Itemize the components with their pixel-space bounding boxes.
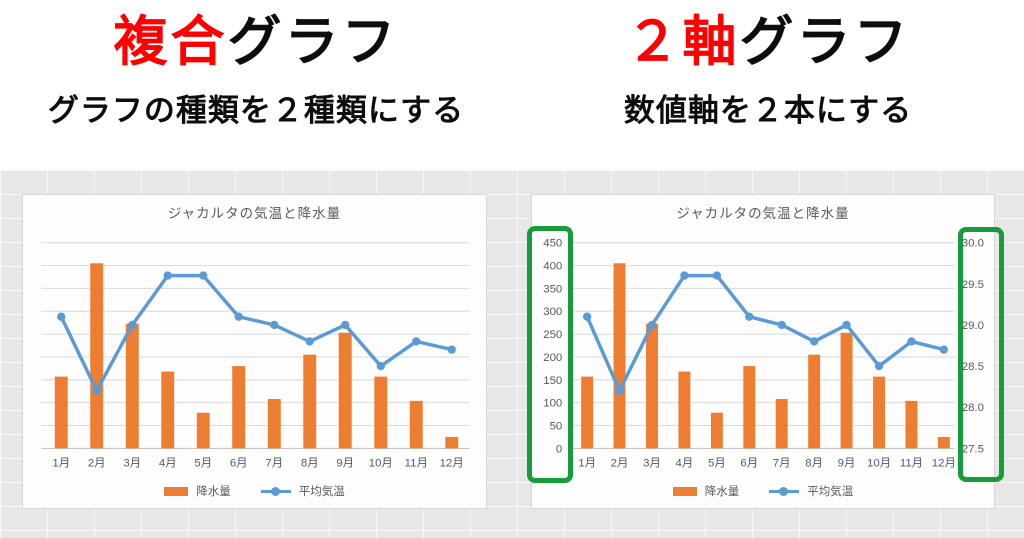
svg-text:6月: 6月 bbox=[230, 457, 248, 469]
chart-title: ジャカルタの気温と降水量 bbox=[167, 206, 342, 221]
temperature-legend-label: 平均気温 bbox=[298, 486, 345, 498]
rainfall-legend-label: 降水量 bbox=[196, 486, 231, 498]
svg-text:1月: 1月 bbox=[52, 457, 70, 469]
chart-title: ジャカルタの気温と降水量 bbox=[676, 206, 850, 221]
svg-text:11月: 11月 bbox=[900, 457, 923, 469]
combo-chart-title-rest: グラフ bbox=[227, 12, 399, 72]
dual-axis-chart-plot: 1月 2月 3月 4月 5月 6月 7月 8月 9月 10月 11月 12月 0 50 100 150 200 2… bbox=[543, 238, 984, 470]
svg-text:9月: 9月 bbox=[336, 457, 354, 469]
temperature-legend-label: 平均気温 bbox=[807, 486, 854, 498]
combo-chart-heading-block: 複合グラフ グラフの種類を２種類にする bbox=[0, 0, 512, 170]
svg-text:2月: 2月 bbox=[611, 457, 629, 469]
svg-text:11月: 11月 bbox=[405, 457, 428, 469]
combo-chart-title: 複合グラフ bbox=[0, 10, 512, 75]
dual-axis-heading-block: ２軸グラフ 数値軸を２本にする bbox=[512, 0, 1024, 170]
svg-text:12月: 12月 bbox=[440, 457, 464, 469]
svg-text:3月: 3月 bbox=[643, 457, 661, 469]
svg-text:150: 150 bbox=[543, 375, 562, 387]
svg-text:30.0: 30.0 bbox=[962, 238, 984, 250]
right-axis-highlight-box bbox=[958, 227, 1004, 482]
svg-text:450: 450 bbox=[543, 238, 562, 250]
svg-text:28.5: 28.5 bbox=[962, 361, 984, 373]
rainfall-legend-label: 降水量 bbox=[704, 486, 740, 498]
svg-text:6月: 6月 bbox=[740, 457, 758, 469]
rainfall-legend-swatch bbox=[164, 486, 189, 496]
svg-text:10月: 10月 bbox=[369, 457, 393, 469]
dual-axis-chart-panel[interactable]: ジャカルタの気温と降水量 1月 2月 3月 4月 5月 6月 7月 8月 9月 10月 11月 12月… bbox=[527, 194, 1004, 509]
combo-chart-panel[interactable]: ジャカルタの気温と降水量 1月 2月 3月 4月 5月 6月 7月 8月 9月 10月 11月 12月… bbox=[22, 194, 487, 509]
svg-text:4月: 4月 bbox=[676, 457, 694, 469]
combo-chart-plot: 1月 2月 3月 4月 5月 6月 7月 8月 9月 10月 11月 12月 bbox=[41, 242, 470, 469]
svg-text:7月: 7月 bbox=[265, 457, 283, 469]
temperature-legend-swatch bbox=[769, 486, 800, 496]
chart-legend: 降水量 平均気温 bbox=[23, 483, 486, 499]
combo-chart-subtitle: グラフの種類を２種類にする bbox=[47, 92, 465, 128]
spreadsheet-background: ジャカルタの気温と降水量 1月 2月 3月 4月 5月 6月 7月 8月 9月 10月 11月 12月… bbox=[0, 170, 1024, 538]
line-marker-dot bbox=[270, 486, 280, 496]
combo-chart-title-highlight: 複合 bbox=[113, 12, 228, 72]
svg-text:5月: 5月 bbox=[194, 457, 212, 469]
svg-text:8月: 8月 bbox=[805, 457, 823, 469]
rainfall-legend-swatch bbox=[672, 486, 697, 496]
svg-text:4月: 4月 bbox=[159, 457, 177, 469]
temperature-legend-swatch bbox=[260, 486, 291, 496]
svg-text:5月: 5月 bbox=[708, 457, 726, 469]
svg-text:28.0: 28.0 bbox=[962, 402, 984, 414]
svg-text:1月: 1月 bbox=[578, 457, 596, 469]
svg-text:0: 0 bbox=[556, 443, 562, 455]
svg-text:2月: 2月 bbox=[88, 457, 106, 469]
svg-text:200: 200 bbox=[543, 352, 562, 364]
line-marker-dot bbox=[779, 486, 789, 496]
svg-text:9月: 9月 bbox=[838, 457, 856, 469]
dual-axis-title-highlight: ２軸 bbox=[625, 12, 740, 72]
svg-text:10月: 10月 bbox=[867, 457, 891, 469]
svg-text:3月: 3月 bbox=[123, 457, 141, 469]
left-axis-highlight-box bbox=[527, 226, 573, 483]
svg-text:7月: 7月 bbox=[773, 457, 791, 469]
svg-text:12月: 12月 bbox=[932, 457, 956, 469]
svg-text:29.0: 29.0 bbox=[962, 320, 984, 332]
svg-text:350: 350 bbox=[543, 283, 562, 295]
dual-axis-title-rest: グラフ bbox=[739, 12, 911, 72]
svg-text:27.5: 27.5 bbox=[962, 443, 984, 455]
svg-text:300: 300 bbox=[543, 306, 562, 318]
chart-legend: 降水量 平均気温 bbox=[532, 483, 994, 499]
svg-text:8月: 8月 bbox=[301, 457, 319, 469]
svg-text:400: 400 bbox=[543, 261, 562, 273]
svg-text:250: 250 bbox=[543, 329, 562, 341]
header: 複合グラフ グラフの種類を２種類にする ２軸グラフ 数値軸を２本にする bbox=[0, 0, 1024, 170]
svg-text:100: 100 bbox=[543, 398, 562, 410]
dual-axis-title: ２軸グラフ bbox=[512, 10, 1024, 75]
svg-text:29.5: 29.5 bbox=[962, 279, 984, 291]
dual-axis-subtitle: 数値軸を２本にする bbox=[623, 92, 913, 128]
svg-text:50: 50 bbox=[550, 421, 563, 433]
